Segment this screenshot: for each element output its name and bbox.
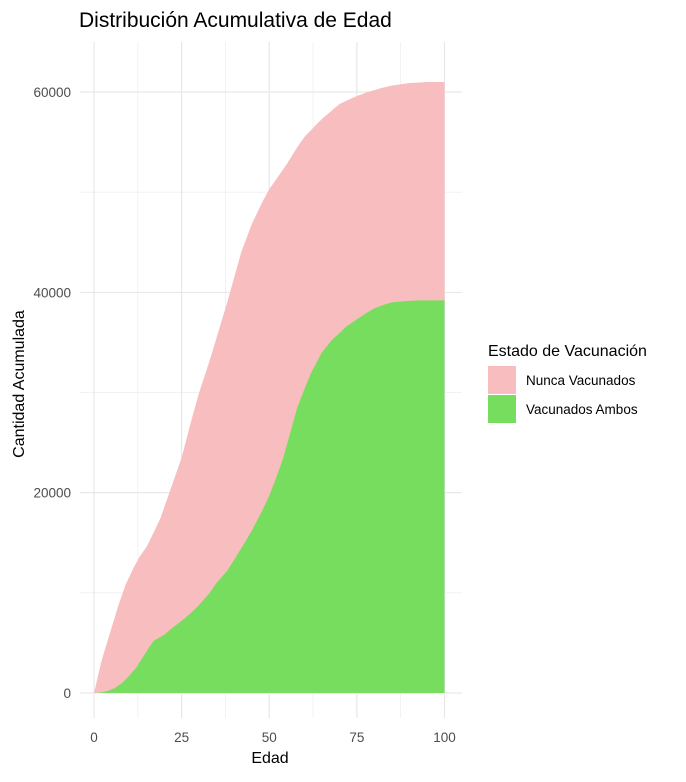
- y-tick-label: 0: [63, 686, 71, 701]
- chart-title: Distribución Acumulativa de Edad: [79, 9, 392, 32]
- legend-swatch: [488, 366, 516, 394]
- legend-label: Vacunados Ambos: [526, 402, 638, 417]
- legend: Estado de Vacunación Nunca Vacunados Vacu…: [488, 343, 647, 423]
- x-tick-label: 100: [433, 730, 456, 745]
- x-tick-label: 0: [90, 730, 98, 745]
- legend-items: Nunca Vacunados Vacunados Ambos: [488, 366, 638, 423]
- y-tick-labels: 0 20000 40000 60000: [33, 85, 71, 701]
- x-tick-label: 75: [349, 730, 364, 745]
- y-tick-label: 60000: [33, 85, 71, 100]
- areas-layer: [94, 82, 445, 693]
- y-tick-label: 40000: [33, 285, 71, 300]
- x-tick-labels: 0 25 50 75 100: [90, 730, 455, 745]
- y-axis-label: Cantidad Acumulada: [11, 310, 28, 458]
- legend-title: Estado de Vacunación: [488, 343, 647, 360]
- x-tick-label: 25: [174, 730, 189, 745]
- y-tick-label: 20000: [33, 486, 71, 501]
- x-tick-label: 50: [262, 730, 277, 745]
- legend-swatch: [488, 395, 516, 423]
- area-vacunados-ambos: [94, 300, 445, 693]
- legend-label: Nunca Vacunados: [526, 373, 636, 388]
- x-axis-label: Edad: [251, 750, 288, 767]
